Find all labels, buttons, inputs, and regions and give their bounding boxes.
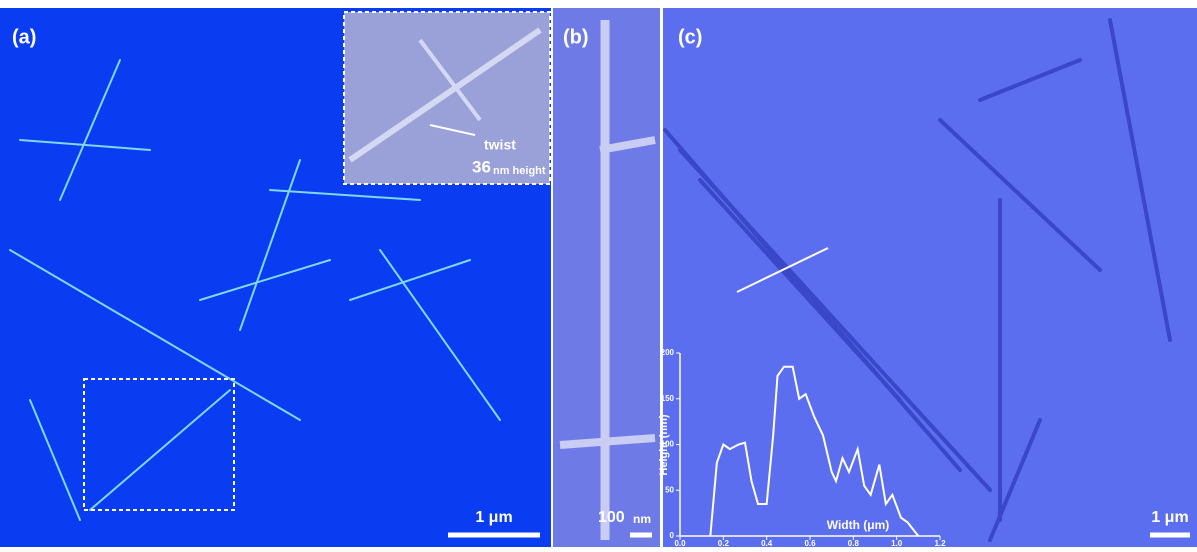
x-tick-label: 0.8 [848,539,860,547]
x-tick-label: 1.0 [891,539,903,547]
panel-label: (a) [12,26,36,48]
panel-label: (b) [563,26,589,48]
inset-height-unit: nm height [493,165,546,177]
x-tick-label: 0.0 [674,539,686,547]
scale-value: 100 [598,509,625,526]
x-tick-label: 0.6 [804,539,816,547]
y-tick-label: 150 [661,394,675,403]
inset-a [344,12,550,184]
x-tick-label: 0.4 [761,539,773,547]
figure: twist 36 nm height (a) 1 μm (b) 100 nm (… [0,0,1197,547]
y-tick-label: 50 [665,485,674,494]
scale-unit: nm [633,512,651,526]
scale-label: 1 μm [475,509,512,526]
y-tick-label: 200 [661,348,675,357]
inset-height-value: 36 [472,157,491,176]
x-tick-label: 1.2 [934,539,946,547]
x-tick-label: 0.2 [718,539,730,547]
scale-label: 1 μm [1151,509,1188,526]
page: twist 36 nm height (a) 1 μm (b) 100 nm (… [0,0,1197,552]
inset-annotation: twist [484,137,516,153]
y-tick-label: 100 [661,440,675,449]
panel-label: (c) [678,26,702,48]
panel-c [663,8,1197,547]
x-axis-label: Width (μm) [827,518,890,532]
